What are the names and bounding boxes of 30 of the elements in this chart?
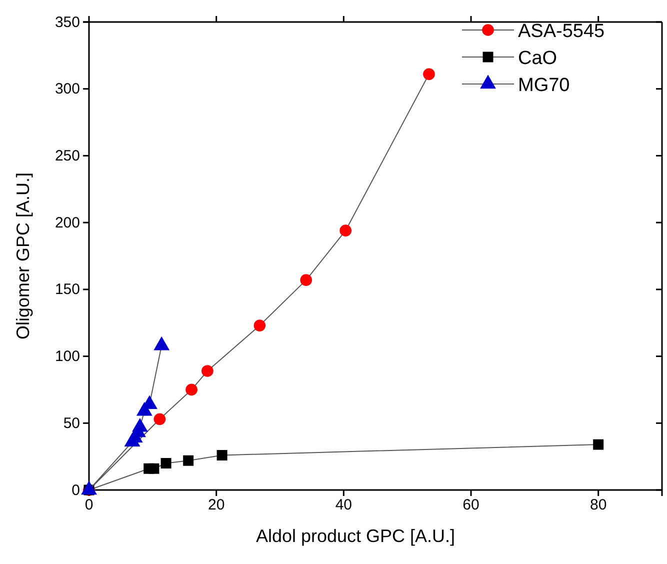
- legend-label: ASA-5545: [518, 21, 605, 42]
- point: [254, 320, 266, 332]
- y-axis-title: Oligomer GPC [A.U.]: [13, 172, 33, 340]
- x-tick-label: 40: [335, 496, 352, 514]
- x-axis-title: Aldol product GPC [A.U.]: [256, 526, 456, 546]
- legend-label: CaO: [518, 48, 558, 69]
- point: [593, 439, 604, 450]
- point: [202, 365, 214, 377]
- y-tick-label: 100: [54, 348, 80, 366]
- point: [300, 274, 312, 286]
- point: [423, 68, 435, 80]
- y-tick-label: 0: [72, 482, 80, 499]
- point: [216, 450, 228, 460]
- point: [340, 224, 352, 236]
- point: [154, 413, 166, 426]
- legend-label: MG70: [518, 75, 570, 96]
- point: [186, 384, 198, 396]
- x-tick-label: 80: [590, 496, 607, 514]
- y-tick-label: 50: [63, 414, 80, 432]
- y-tick-label: 200: [54, 214, 80, 232]
- y-tick-label: 300: [54, 80, 80, 98]
- y-tick-label: 150: [54, 281, 80, 298]
- point: [183, 455, 194, 466]
- x-tick-label: 20: [208, 496, 225, 514]
- point: [160, 458, 172, 468]
- x-tick-label: 60: [462, 496, 480, 514]
- y-tick-label: 250: [54, 148, 80, 165]
- y-tick-label: 350: [54, 14, 80, 31]
- x-tick-label: 0: [84, 496, 94, 514]
- point: [148, 463, 160, 474]
